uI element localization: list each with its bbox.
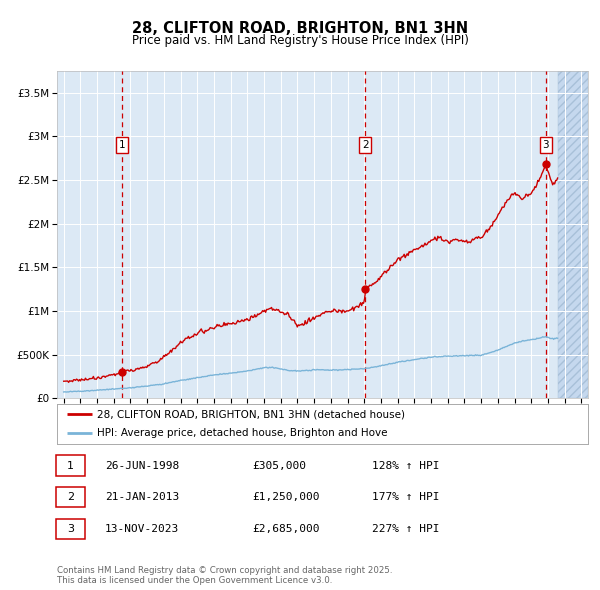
- Text: 177% ↑ HPI: 177% ↑ HPI: [372, 493, 439, 502]
- Text: 2: 2: [362, 140, 369, 150]
- Text: HPI: Average price, detached house, Brighton and Hove: HPI: Average price, detached house, Brig…: [97, 428, 388, 438]
- Text: 26-JUN-1998: 26-JUN-1998: [105, 461, 179, 470]
- Text: 2: 2: [67, 493, 74, 502]
- Text: 3: 3: [67, 525, 74, 534]
- Text: Contains HM Land Registry data © Crown copyright and database right 2025.
This d: Contains HM Land Registry data © Crown c…: [57, 566, 392, 585]
- Text: £2,685,000: £2,685,000: [252, 525, 320, 534]
- Text: 128% ↑ HPI: 128% ↑ HPI: [372, 461, 439, 470]
- Text: 227% ↑ HPI: 227% ↑ HPI: [372, 525, 439, 534]
- Text: £1,250,000: £1,250,000: [252, 493, 320, 502]
- Text: 21-JAN-2013: 21-JAN-2013: [105, 493, 179, 502]
- Text: 13-NOV-2023: 13-NOV-2023: [105, 525, 179, 534]
- Text: 28, CLIFTON ROAD, BRIGHTON, BN1 3HN (detached house): 28, CLIFTON ROAD, BRIGHTON, BN1 3HN (det…: [97, 409, 405, 419]
- Text: Price paid vs. HM Land Registry's House Price Index (HPI): Price paid vs. HM Land Registry's House …: [131, 34, 469, 47]
- Bar: [557, 71, 588, 398]
- Text: 28, CLIFTON ROAD, BRIGHTON, BN1 3HN: 28, CLIFTON ROAD, BRIGHTON, BN1 3HN: [132, 21, 468, 35]
- Text: 1: 1: [119, 140, 125, 150]
- Text: £305,000: £305,000: [252, 461, 306, 470]
- Text: 3: 3: [542, 140, 549, 150]
- Text: 1: 1: [67, 461, 74, 470]
